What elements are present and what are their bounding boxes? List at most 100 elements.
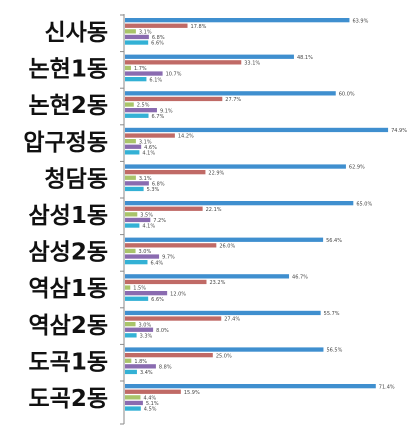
data-label: 14.2%: [178, 134, 194, 140]
data-label: 55.7%: [324, 311, 340, 317]
data-label: 6.6%: [151, 297, 164, 303]
bar: [125, 217, 151, 223]
data-label: 4.1%: [142, 224, 155, 230]
bar: [125, 274, 290, 279]
data-label: 63.9%: [352, 18, 368, 24]
data-label: 17.8%: [191, 24, 207, 30]
data-label: 48.1%: [297, 55, 313, 61]
data-label: 27.4%: [224, 317, 240, 323]
bar: [125, 316, 222, 321]
data-label: 3.1%: [139, 176, 152, 182]
bar: [125, 139, 136, 144]
bar: [125, 29, 136, 34]
data-label: 56.4%: [326, 238, 342, 244]
data-label: 5.3%: [147, 187, 160, 193]
bar: [125, 150, 140, 155]
data-label: 9.7%: [162, 255, 175, 261]
data-label: 15.9%: [184, 390, 200, 396]
data-label: 3.0%: [139, 322, 152, 328]
bar: [125, 60, 242, 65]
bar: [125, 164, 346, 169]
bar: [125, 133, 175, 138]
labels-layer: 신사동 63.9% 17.8% 3.1%6.8% 6.6% 논현1동 48.1% 33.1% 1…: [23, 18, 407, 412]
data-label: 5.1%: [146, 401, 159, 407]
bar: [125, 201, 354, 206]
category-label: 논현2동: [29, 93, 108, 119]
data-label: 65.0%: [356, 201, 372, 207]
bar: [125, 113, 149, 118]
data-label: 4.4%: [143, 396, 156, 402]
bar: [125, 212, 138, 217]
bar: [125, 23, 188, 28]
bar: [125, 291, 168, 296]
bar: [125, 91, 336, 96]
bar: [125, 333, 137, 338]
bar: [125, 206, 203, 211]
bar: [125, 364, 156, 369]
data-label: 25.0%: [216, 353, 232, 359]
bar: [125, 175, 136, 180]
bar: [125, 18, 350, 23]
category-label: 도곡2동: [29, 386, 108, 412]
data-label: 23.2%: [209, 280, 225, 286]
bars-layer: [125, 18, 389, 411]
category-label: 압구정동: [23, 130, 108, 156]
data-label: 4.6%: [144, 145, 157, 151]
data-label: 60.0%: [339, 92, 355, 98]
data-label: 4.5%: [144, 407, 157, 413]
bar: [125, 144, 142, 149]
bar: [125, 65, 131, 71]
bar: [125, 223, 140, 228]
bar: [125, 384, 376, 389]
data-label: 6.6%: [151, 41, 164, 47]
bar: [125, 369, 137, 375]
bar: [125, 310, 321, 316]
bar: [125, 127, 389, 133]
category-label: 청담동: [45, 166, 108, 192]
bar: [125, 186, 144, 192]
bar: [125, 389, 181, 394]
data-label: 3.4%: [140, 370, 153, 376]
data-label: 33.1%: [244, 61, 260, 67]
bar: [125, 71, 163, 76]
category-label: 도곡1동: [29, 349, 108, 375]
data-label: 6.7%: [152, 114, 165, 120]
data-label: 22.9%: [208, 170, 224, 176]
bar: [125, 406, 141, 411]
bar: [125, 296, 149, 301]
bar: [125, 395, 141, 400]
bar: [125, 170, 206, 175]
data-label: 1.5%: [133, 286, 146, 292]
bar: [125, 279, 207, 285]
bar: [125, 96, 223, 102]
data-label: 1.8%: [134, 359, 147, 365]
bar: [125, 237, 324, 242]
category-label: 신사동: [45, 20, 108, 46]
bar: [125, 358, 132, 363]
data-label: 8.8%: [159, 365, 172, 371]
data-label: 8.0%: [156, 328, 169, 334]
bar: [125, 353, 213, 358]
data-label: 6.8%: [152, 182, 165, 188]
data-label: 2.5%: [137, 103, 150, 109]
data-label: 12.0%: [170, 291, 186, 297]
data-label: 3.5%: [140, 213, 153, 219]
category-label: 논현1동: [29, 57, 108, 83]
bar: [125, 54, 294, 59]
category-label: 역삼2동: [29, 313, 108, 339]
data-label: 6.1%: [149, 77, 162, 83]
bar: [125, 243, 217, 248]
bar: [125, 327, 154, 332]
data-label: 62.9%: [349, 165, 365, 171]
data-label: 3.3%: [140, 334, 153, 340]
bar: [125, 248, 136, 254]
data-label: 71.4%: [379, 384, 395, 390]
data-label: 6.4%: [150, 260, 163, 266]
bar: [125, 34, 149, 40]
data-label: 3.0%: [139, 249, 152, 255]
data-label: 22.1%: [206, 207, 222, 213]
bar: [125, 108, 157, 113]
bar: [125, 322, 136, 327]
data-label: 1.7%: [134, 66, 147, 72]
